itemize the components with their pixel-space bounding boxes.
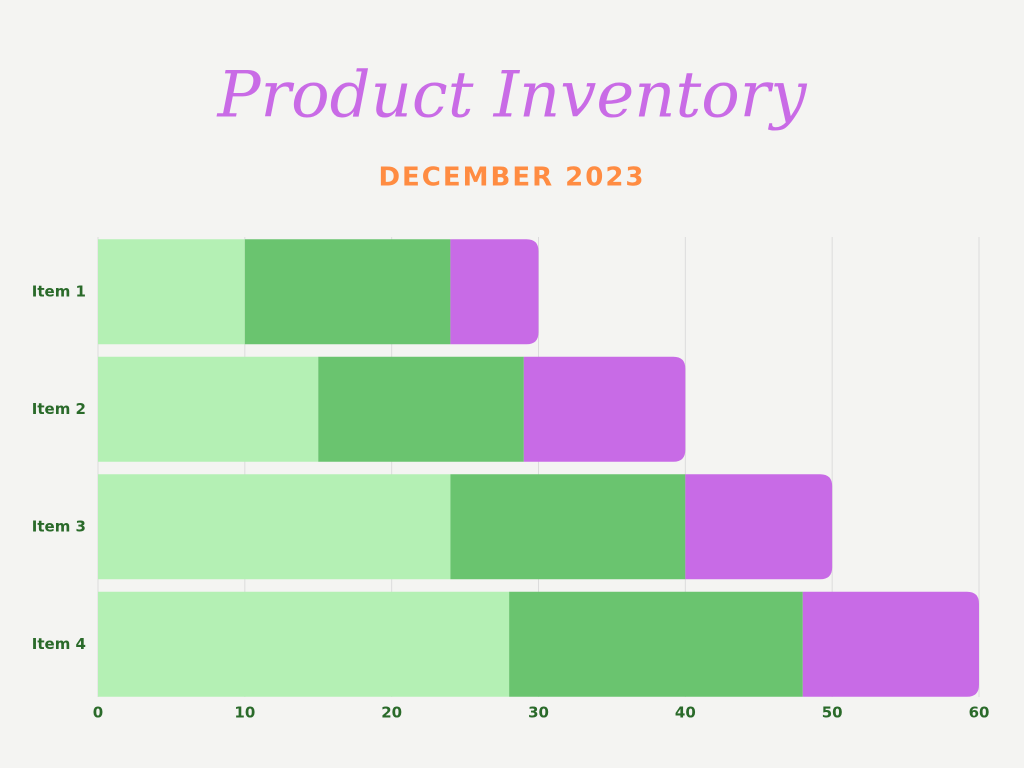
bar-segment <box>98 474 451 580</box>
bar-segment <box>523 356 686 462</box>
bar-segment <box>802 591 979 697</box>
x-tick-label: 10 <box>234 704 255 722</box>
x-tick-label: 50 <box>822 704 843 722</box>
bar-segment <box>685 474 833 580</box>
bar-segment <box>509 591 803 697</box>
y-tick-label: Item 1 <box>32 282 86 300</box>
x-tick-label: 20 <box>381 704 402 722</box>
bar-segment <box>98 239 245 345</box>
bar-segment <box>244 239 451 345</box>
chart-subtitle: DECEMBER 2023 <box>378 163 645 193</box>
y-tick-label: Item 2 <box>32 400 86 418</box>
x-tick-label: 0 <box>93 704 103 722</box>
x-tick-label: 60 <box>969 704 990 722</box>
bar-segment <box>98 591 510 697</box>
chart-title: Product Inventory <box>216 59 807 133</box>
x-tick-label: 40 <box>675 704 696 722</box>
x-tick-label: 30 <box>528 704 549 722</box>
bar-segment <box>450 474 686 580</box>
bar-segment <box>98 356 319 462</box>
y-tick-label: Item 3 <box>32 517 86 535</box>
bar-segment <box>450 239 539 345</box>
y-tick-label: Item 4 <box>32 635 86 653</box>
bar-segment <box>318 356 524 462</box>
